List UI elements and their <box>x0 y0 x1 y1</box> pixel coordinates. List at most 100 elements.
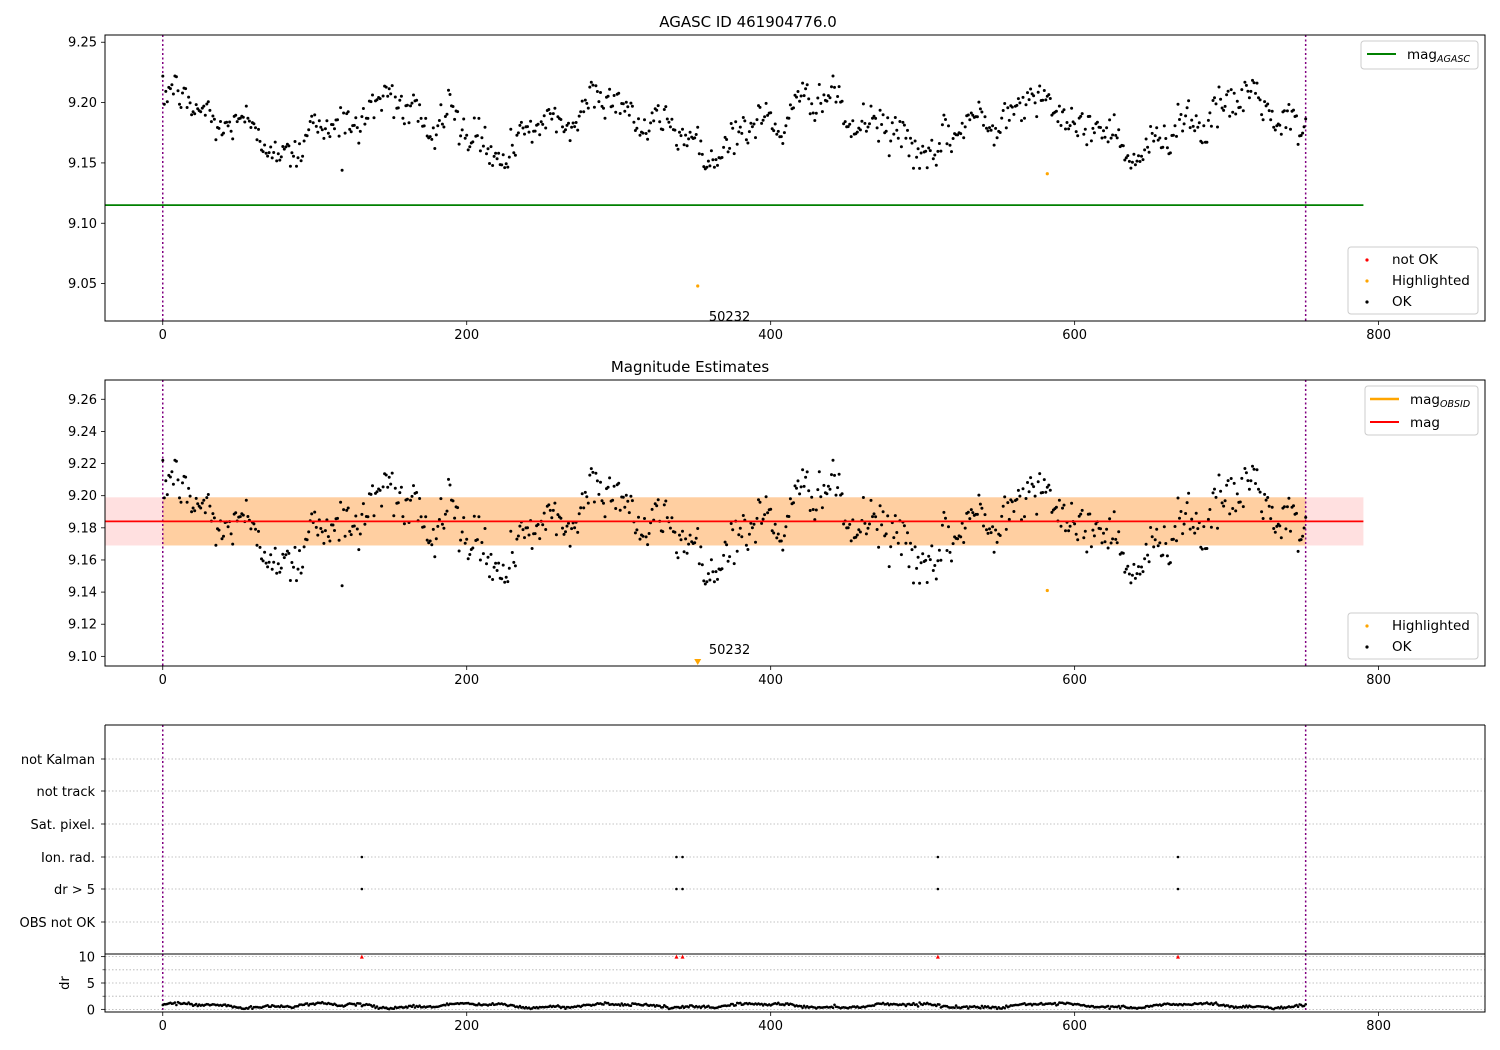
ok-point <box>735 549 739 553</box>
ok-point <box>586 501 590 505</box>
ok-point <box>904 136 908 140</box>
ok-point <box>466 557 470 561</box>
ok-point <box>872 512 876 516</box>
dr-point <box>375 1005 379 1008</box>
ok-point <box>518 524 522 528</box>
ok-point <box>168 475 172 479</box>
ok-point <box>495 569 499 572</box>
ok-point <box>188 494 192 498</box>
obsid-annotation: 50232 <box>709 310 750 325</box>
ok-point <box>807 489 811 493</box>
ok-point <box>933 564 937 567</box>
ok-point <box>360 115 364 119</box>
ok-point <box>1194 114 1198 118</box>
ok-point <box>205 102 209 106</box>
ok-point <box>1001 109 1005 112</box>
ok-point <box>447 88 450 92</box>
ok-point <box>513 564 517 568</box>
ok-point <box>709 558 713 562</box>
ok-point <box>849 539 853 543</box>
ok-point <box>714 570 718 574</box>
ok-point <box>1260 113 1264 117</box>
ok-point <box>758 500 762 504</box>
ok-point <box>571 121 575 125</box>
axes-frame <box>104 379 1486 667</box>
ok-point <box>667 120 671 124</box>
ok-point <box>956 133 960 137</box>
ok-point <box>706 572 710 576</box>
ok-point <box>998 131 1002 134</box>
ok-point <box>1029 476 1033 480</box>
ok-point <box>924 149 928 153</box>
ok-point <box>1135 572 1139 576</box>
ok-point <box>361 502 365 506</box>
ok-point <box>869 104 873 108</box>
ok-point <box>416 119 420 123</box>
ok-point <box>384 85 388 89</box>
ok-point <box>399 94 403 98</box>
x-tick-label: 400 <box>758 1019 783 1034</box>
ok-point <box>1092 131 1096 135</box>
ok-point <box>801 81 805 85</box>
ok-point <box>643 118 646 122</box>
ok-point <box>1272 527 1276 530</box>
ok-point <box>801 468 805 472</box>
ok-point <box>1077 514 1081 518</box>
ok-point <box>971 113 975 117</box>
ok-point <box>612 484 616 488</box>
ok-point <box>1173 124 1177 128</box>
ok-point <box>287 551 291 555</box>
dr-point <box>1118 1007 1122 1010</box>
dr-point <box>354 1004 358 1007</box>
ok-point <box>1208 111 1212 115</box>
ok-point <box>536 523 540 526</box>
y-tick-label: 9.26 <box>68 393 97 408</box>
ok-point <box>1006 501 1010 505</box>
ok-point <box>1228 512 1232 516</box>
ok-point <box>255 543 259 547</box>
ok-point <box>810 495 814 499</box>
ok-point <box>798 492 802 496</box>
ok-point <box>618 508 622 512</box>
ok-point <box>220 537 224 541</box>
clipped-marker <box>935 954 940 959</box>
ok-point <box>288 164 292 168</box>
ok-point <box>254 527 257 531</box>
ok-point <box>1108 517 1112 521</box>
ok-point <box>1010 500 1014 504</box>
ok-point <box>826 94 830 98</box>
ok-point <box>1094 522 1098 526</box>
ok-point <box>533 129 537 133</box>
ok-point <box>234 113 238 117</box>
ok-point <box>804 87 808 91</box>
ok-point <box>267 151 271 155</box>
ok-point <box>637 515 640 519</box>
ok-point <box>219 120 222 123</box>
ok-point <box>1111 133 1115 137</box>
ok-point <box>594 84 598 88</box>
ok-point <box>985 528 988 532</box>
ok-point <box>638 133 642 137</box>
legend-label: OK <box>1392 294 1413 310</box>
ok-point <box>295 164 298 168</box>
ok-point <box>679 134 683 138</box>
ok-point <box>460 530 464 534</box>
ok-point <box>457 549 461 553</box>
ok-point <box>168 87 172 91</box>
ok-point <box>840 492 844 496</box>
ok-point <box>881 510 885 514</box>
ok-point <box>463 541 467 545</box>
ok-point <box>333 127 336 131</box>
ok-point <box>627 511 631 515</box>
ok-point <box>1010 105 1014 109</box>
ok-point <box>354 514 358 518</box>
ok-point <box>817 83 821 86</box>
ok-point <box>205 496 209 500</box>
ok-point <box>1258 490 1262 494</box>
ok-point <box>448 483 452 487</box>
ok-point <box>1213 487 1216 491</box>
ok-point <box>592 500 596 504</box>
ok-point <box>494 561 498 565</box>
